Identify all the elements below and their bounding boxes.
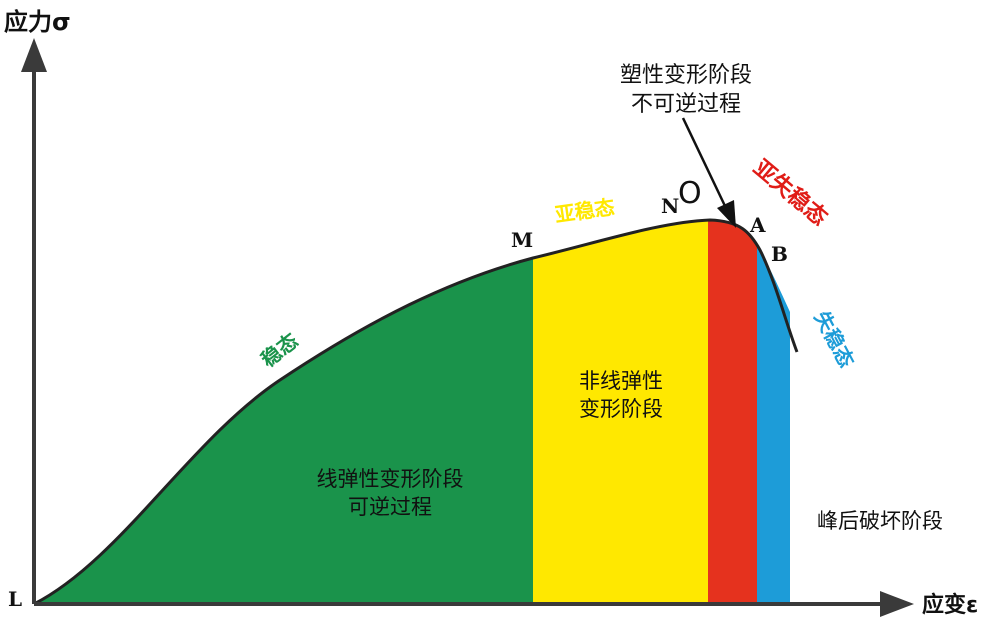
nonlinear-stage-label-line2: 变形阶段 [579, 397, 663, 421]
nonlinear-stage-label-line1: 非线弹性 [579, 369, 663, 393]
x-axis-arrow [880, 591, 914, 617]
post-peak-stage-label: 峰后破坏阶段 [817, 509, 943, 533]
point-m-label: M [511, 228, 533, 252]
linear-stage-label-line2: 可逆过程 [348, 495, 432, 519]
plastic-pointer-line [681, 117, 727, 207]
plastic-stage-label-line1: 塑性变形阶段 [620, 63, 752, 88]
plastic-stage-region [708, 220, 757, 604]
x-axis-label: 应变ε [922, 592, 978, 618]
point-n-label: N [661, 194, 679, 218]
point-a-label: A [749, 213, 766, 237]
y-axis-label: 应力σ [4, 8, 71, 36]
plastic-stage-label-line2: 不可逆过程 [631, 92, 741, 117]
linear-stage-label-line1: 线弹性变形阶段 [317, 467, 464, 491]
unstable-state-label: 失稳态 [810, 307, 859, 371]
plastic-pointer-arrowhead [717, 200, 736, 228]
stable-state-label: 稳态 [256, 328, 302, 372]
nonlinear-stage-region [533, 220, 708, 604]
point-b-label: B [771, 242, 788, 266]
stage-regions [34, 220, 790, 604]
point-o-label: O [678, 176, 702, 211]
stress-strain-curve [33, 218, 799, 606]
y-axis-arrow [21, 38, 47, 72]
origin-label: L [8, 587, 22, 611]
sub-stable-state-label: 亚稳态 [553, 195, 616, 227]
